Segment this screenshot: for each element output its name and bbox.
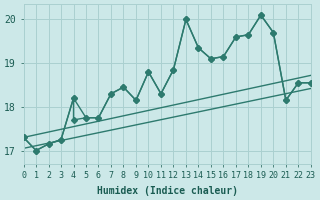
X-axis label: Humidex (Indice chaleur): Humidex (Indice chaleur) <box>97 186 238 196</box>
